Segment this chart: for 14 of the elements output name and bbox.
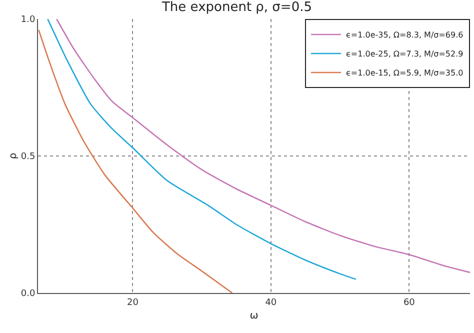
y-tick-label: 0.0 bbox=[20, 289, 36, 300]
x-tick-label: 60 bbox=[403, 298, 416, 308]
legend-label: ϵ=1.0e-25, Ω=7.3, M/σ=52.9 bbox=[346, 50, 464, 59]
line-series bbox=[56, 19, 470, 274]
y-tick-label: 0.5 bbox=[20, 152, 36, 162]
chart-title: The exponent ρ, σ=0.5 bbox=[160, 0, 312, 15]
y-axis-title: ρ bbox=[8, 152, 19, 160]
legend-label: ϵ=1.0e-15, Ω=5.9, M/σ=35.0 bbox=[346, 68, 464, 78]
line-series bbox=[38, 29, 233, 293]
legend-label: ϵ=1.0e-35, Ω=8.3, M/σ=69.6 bbox=[346, 30, 464, 40]
y-tick-label: 1.0 bbox=[20, 15, 36, 26]
x-axis-title: ω bbox=[250, 310, 258, 322]
x-tick-label: 40 bbox=[265, 298, 277, 308]
x-tick-label: 20 bbox=[126, 298, 139, 308]
